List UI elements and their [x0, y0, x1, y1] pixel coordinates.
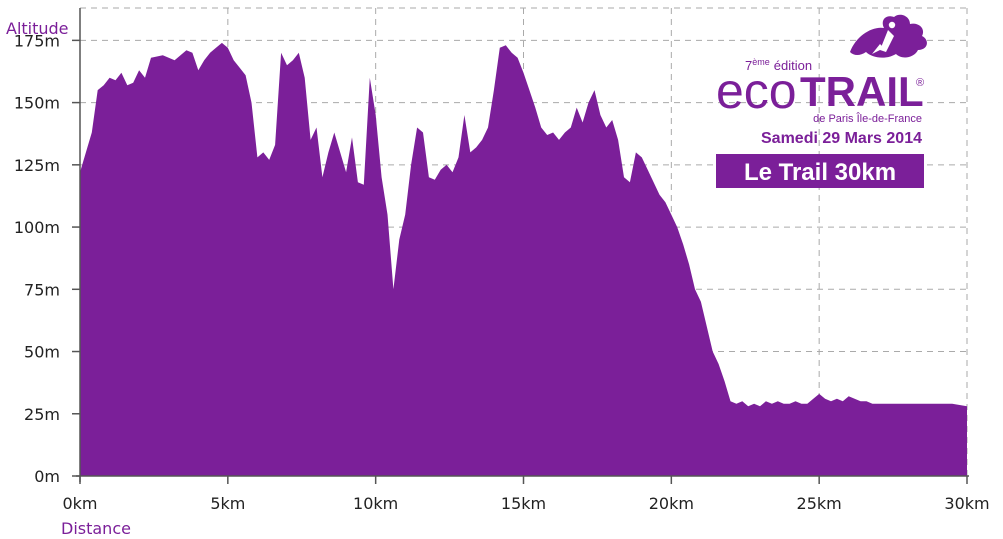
x-tick-label: 20km: [649, 494, 694, 513]
area-layer: [80, 42, 967, 477]
y-tick-label: 0m: [34, 467, 60, 486]
y-tick-label: 150m: [14, 94, 60, 113]
y-tick-label: 100m: [14, 218, 60, 237]
x-tick-label: 30km: [944, 494, 989, 513]
elevation-area: [80, 42, 967, 477]
y-tick-label: 125m: [14, 156, 60, 175]
x-tick-label: 0km: [62, 494, 97, 513]
y-axis-title: Altitude: [6, 19, 69, 38]
registered-mark: ®: [916, 77, 924, 89]
y-tick-label: 50m: [24, 343, 60, 362]
event-date: Samedi 29 Mars 2014: [761, 130, 922, 147]
tick-label-layer: 0km 5km 10km 15km 20km 25km 30km 0m 25m 50m 75m 100…: [14, 31, 990, 513]
logo-eco-text: eco: [716, 63, 797, 119]
y-tick-label: 75m: [24, 280, 60, 299]
x-axis-title: Distance: [61, 519, 131, 538]
edition-label: 7ème édition: [745, 57, 812, 73]
x-tick-label: 10km: [353, 494, 398, 513]
x-tick-label: 5km: [210, 494, 245, 513]
x-tick-label: 25km: [797, 494, 842, 513]
logo-trail-text: TRAIL: [800, 68, 924, 115]
axis-layer: [72, 8, 969, 484]
ecotrail-logo: 7ème édition eco TRAIL ® de Paris Île-de-…: [716, 14, 927, 188]
y-tick-label: 25m: [24, 405, 60, 424]
runner-leaf-icon: [850, 14, 927, 58]
logo-subtitle: de Paris Île-de-France: [813, 112, 922, 125]
race-name: Le Trail 30km: [744, 159, 896, 186]
race-name-badge: [716, 154, 924, 188]
y-tick-label: 175m: [14, 31, 60, 50]
x-tick-label: 15km: [501, 494, 546, 513]
